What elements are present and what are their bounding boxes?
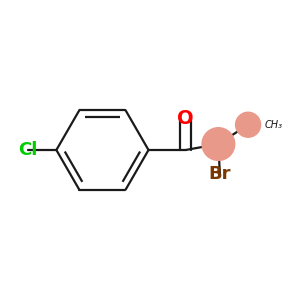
Text: O: O [177, 109, 194, 128]
Text: Cl: Cl [19, 141, 38, 159]
Text: Br: Br [208, 165, 231, 183]
Circle shape [236, 112, 261, 137]
Circle shape [202, 128, 235, 160]
Text: CH₃: CH₃ [264, 120, 282, 130]
